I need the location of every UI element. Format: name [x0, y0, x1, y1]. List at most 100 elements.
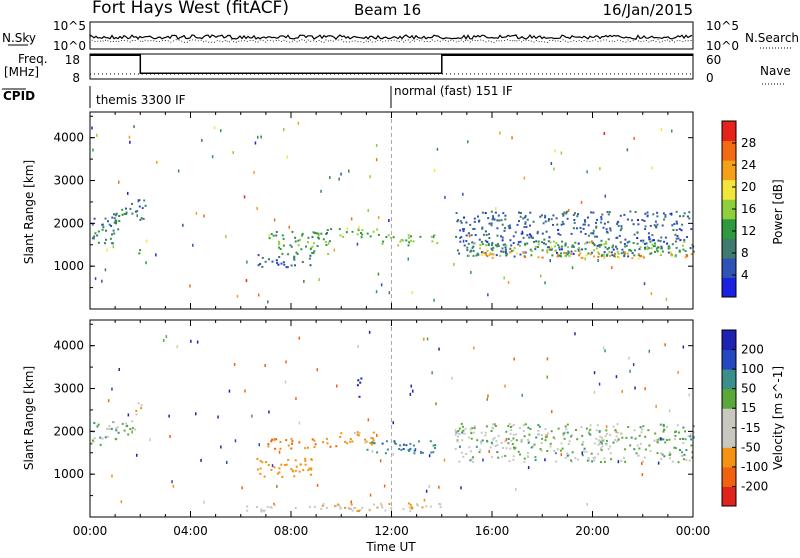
velocity-cell	[273, 504, 276, 507]
power-noise-point	[444, 195, 446, 199]
power-cell	[664, 236, 667, 239]
velocity-cell	[115, 429, 118, 432]
velocity-colorbar-label: Velocity [m s^-1]	[771, 366, 785, 470]
power-cell	[315, 232, 318, 235]
velocity-cell	[550, 430, 553, 433]
power-cell	[509, 239, 512, 242]
power-cell	[574, 250, 577, 253]
power-cell	[619, 241, 622, 244]
velocity-cell	[512, 433, 515, 436]
power-cell	[524, 243, 527, 246]
power-cell	[512, 249, 515, 252]
power-cell	[566, 217, 569, 220]
power-cell	[579, 252, 582, 255]
power-noise-point	[346, 227, 349, 231]
power-cell	[471, 246, 474, 249]
velocity-noise-point	[298, 421, 301, 425]
velocity-cell	[597, 453, 600, 456]
power-cell	[544, 216, 547, 219]
velocity-noise-point	[688, 393, 690, 397]
power-cell	[490, 222, 493, 225]
time-tick-label: 00:00	[676, 524, 711, 538]
velocity-cell	[566, 431, 569, 434]
power-colorbar-tick-label: 16	[741, 202, 756, 216]
radar-title: Fort Hays West (fitACF)	[92, 0, 289, 18]
freq-unit: [MHz]	[4, 65, 39, 79]
nave-tick-top: 60	[706, 53, 721, 67]
velocity-cell	[256, 458, 259, 460]
velocity-cell	[283, 464, 286, 466]
power-cell	[497, 245, 500, 247]
power-cell	[623, 253, 626, 256]
velocity-cell	[457, 430, 460, 432]
nsky-label: N.Sky	[2, 31, 36, 45]
power-colorbar-tick-label: 8	[741, 246, 749, 260]
power-cell	[530, 254, 533, 257]
velocity-cell	[560, 442, 563, 445]
velocity-cell	[372, 431, 375, 434]
power-noise-point	[288, 225, 290, 229]
power-cell	[96, 234, 99, 237]
power-cell	[590, 211, 593, 214]
power-cell	[519, 240, 522, 243]
power-cell	[596, 235, 598, 238]
power-cell	[620, 252, 623, 255]
power-cell	[537, 243, 540, 246]
power-cell	[649, 240, 652, 243]
velocity-noise-point	[118, 368, 120, 371]
velocity-cell	[512, 458, 515, 461]
nsearch-label: N.Search	[745, 31, 799, 45]
power-cell	[293, 255, 296, 258]
power-cell	[107, 220, 109, 223]
power-cell	[619, 229, 622, 232]
velocity-noise-point	[454, 429, 457, 432]
velocity-cell	[547, 432, 549, 435]
power-cell	[675, 255, 677, 258]
velocity-colorbar-swatch	[722, 447, 736, 468]
power-cell	[473, 227, 476, 230]
power-cell	[565, 212, 568, 215]
velocity-noise-point	[336, 384, 338, 388]
velocity-cell	[480, 431, 483, 434]
power-cell	[108, 223, 111, 226]
velocity-cell	[394, 442, 396, 445]
velocity-cell	[140, 404, 143, 407]
velocity-cell	[510, 429, 513, 431]
velocity-cell	[679, 438, 682, 440]
velocity-cell	[470, 437, 473, 440]
power-cell	[491, 253, 494, 256]
velocity-noise-point	[226, 460, 228, 464]
velocity-cell	[273, 466, 276, 469]
power-cell	[551, 254, 554, 257]
velocity-cell	[310, 467, 313, 470]
power-cell	[279, 248, 282, 250]
velocity-cell	[408, 506, 411, 509]
power-cell	[503, 229, 506, 232]
velocity-noise-point	[284, 380, 287, 384]
power-cell	[544, 243, 547, 246]
velocity-cell	[597, 443, 600, 446]
power-cell	[600, 218, 603, 221]
power-cell	[642, 241, 645, 244]
velocity-cell	[568, 440, 571, 443]
power-cell	[595, 221, 597, 224]
power-cell	[576, 215, 579, 218]
power-cell	[311, 252, 314, 254]
power-cell	[572, 245, 575, 248]
velocity-ytick-label: 4000	[53, 339, 84, 353]
velocity-noise-point	[644, 387, 646, 391]
power-cell	[566, 210, 568, 213]
power-colorbar-swatch	[722, 140, 736, 161]
velocity-noise-point	[392, 421, 394, 425]
power-noise-point	[495, 207, 497, 210]
power-cell	[504, 243, 507, 246]
power-cell	[609, 227, 612, 230]
velocity-cell	[356, 509, 359, 512]
power-cell	[559, 233, 562, 236]
velocity-cell	[564, 456, 567, 459]
velocity-cell	[304, 459, 307, 462]
velocity-cell	[463, 432, 466, 435]
power-noise-point	[553, 167, 555, 171]
